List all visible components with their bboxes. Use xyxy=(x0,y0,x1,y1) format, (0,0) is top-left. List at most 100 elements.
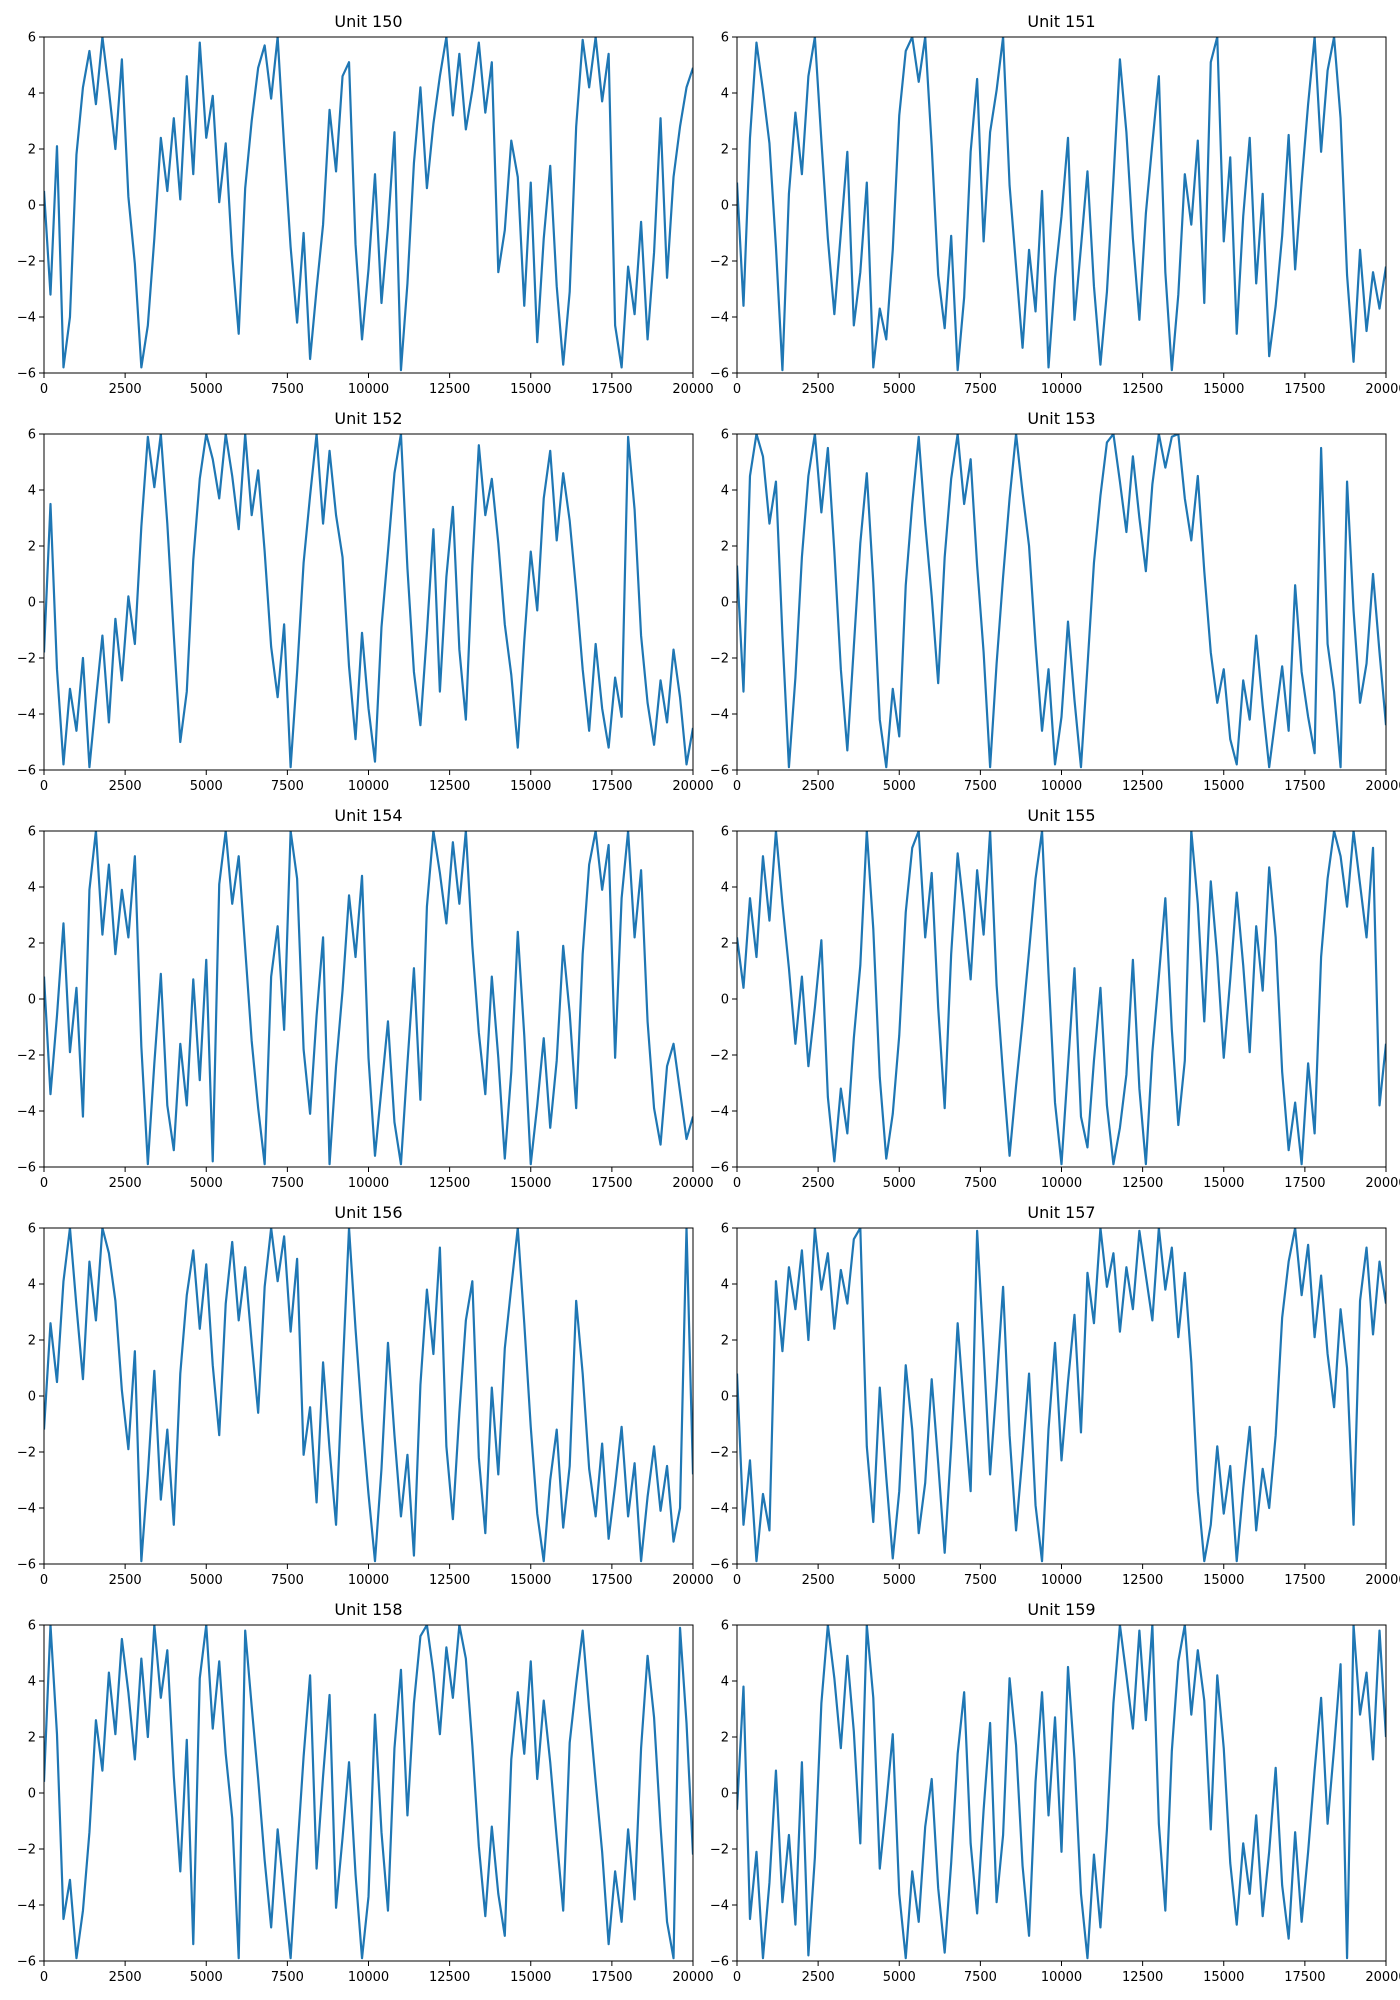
y-tick-label: 6 xyxy=(721,1619,729,1634)
y-tick-label: 6 xyxy=(721,428,729,443)
subplot-8: Unit 158 0 2500 5000 7500 10000 12500 15000 1750… xyxy=(17,1600,714,1985)
subplot-1: Unit 151 0 2500 5000 7500 10000 12500 15000 1750… xyxy=(710,12,1400,397)
y-tick-label: 4 xyxy=(28,87,36,102)
y-tick-label: 2 xyxy=(721,1731,729,1746)
y-tick-label: 4 xyxy=(28,484,36,499)
x-tick-label: 0 xyxy=(733,779,741,794)
y-tick-label: −6 xyxy=(17,764,36,779)
series-line xyxy=(44,434,693,769)
x-tick-label: 15000 xyxy=(510,779,551,794)
y-tick-label: −4 xyxy=(710,708,729,723)
y-tick-label: −6 xyxy=(710,1955,729,1970)
x-tick-label: 5000 xyxy=(883,1573,916,1588)
y-tick-label: −4 xyxy=(710,1899,729,1914)
y-tick-label: 0 xyxy=(721,596,729,611)
x-tick-label: 20000 xyxy=(1365,1176,1400,1191)
x-tick-label: 15000 xyxy=(1203,1573,1244,1588)
x-tick-label: 17500 xyxy=(591,1573,632,1588)
x-tick-label: 5000 xyxy=(190,382,223,397)
x-tick-label: 2500 xyxy=(109,1573,142,1588)
x-tick-label: 17500 xyxy=(591,1970,632,1985)
subplot-title: Unit 157 xyxy=(1027,1203,1095,1222)
x-tick-label: 10000 xyxy=(1041,382,1082,397)
subplot-0: Unit 150 0 2500 5000 7500 10000 12500 15000 1750… xyxy=(17,12,714,397)
y-tick-label: 0 xyxy=(28,993,36,1008)
y-tick-label: 6 xyxy=(28,825,36,840)
subplot-title: Unit 153 xyxy=(1027,409,1095,428)
y-tick-label: −4 xyxy=(17,311,36,326)
series-line xyxy=(44,831,693,1166)
series-line xyxy=(44,1625,693,1960)
x-tick-label: 5000 xyxy=(190,1970,223,1985)
x-tick-label: 20000 xyxy=(1365,779,1400,794)
subplot-9: Unit 159 0 2500 5000 7500 10000 12500 15000 1750… xyxy=(710,1600,1400,1985)
y-tick-label: 2 xyxy=(721,143,729,158)
y-tick-label: −4 xyxy=(710,1502,729,1517)
subplot-title: Unit 151 xyxy=(1027,12,1095,31)
subplot-title: Unit 155 xyxy=(1027,806,1095,825)
x-tick-label: 5000 xyxy=(883,382,916,397)
y-tick-label: −4 xyxy=(17,708,36,723)
y-tick-label: −6 xyxy=(17,1955,36,1970)
y-tick-label: −2 xyxy=(710,1843,729,1858)
x-tick-label: 5000 xyxy=(883,1176,916,1191)
y-tick-label: −6 xyxy=(710,1558,729,1573)
x-tick-label: 15000 xyxy=(510,382,551,397)
x-tick-label: 2500 xyxy=(109,1176,142,1191)
x-tick-label: 20000 xyxy=(672,1970,713,1985)
x-tick-label: 10000 xyxy=(348,1176,389,1191)
x-tick-label: 15000 xyxy=(510,1970,551,1985)
x-tick-label: 20000 xyxy=(672,382,713,397)
y-tick-label: −4 xyxy=(17,1899,36,1914)
x-tick-label: 2500 xyxy=(109,382,142,397)
x-tick-label: 7500 xyxy=(964,779,997,794)
x-tick-label: 12500 xyxy=(1122,1573,1163,1588)
x-tick-label: 2500 xyxy=(802,779,835,794)
x-tick-label: 2500 xyxy=(802,1176,835,1191)
x-tick-label: 15000 xyxy=(1203,382,1244,397)
y-tick-label: 4 xyxy=(721,881,729,896)
x-tick-label: 5000 xyxy=(883,779,916,794)
x-tick-label: 7500 xyxy=(964,1176,997,1191)
x-tick-label: 15000 xyxy=(1203,1176,1244,1191)
y-tick-label: −2 xyxy=(17,1843,36,1858)
y-tick-label: 4 xyxy=(28,881,36,896)
x-tick-label: 10000 xyxy=(348,382,389,397)
x-tick-label: 12500 xyxy=(429,1176,470,1191)
x-tick-label: 15000 xyxy=(1203,779,1244,794)
y-tick-label: 0 xyxy=(721,993,729,1008)
y-tick-label: 4 xyxy=(28,1675,36,1690)
y-tick-label: −6 xyxy=(710,367,729,382)
y-tick-label: 0 xyxy=(28,1787,36,1802)
y-tick-label: −2 xyxy=(17,1446,36,1461)
x-tick-label: 20000 xyxy=(1365,1970,1400,1985)
x-tick-label: 12500 xyxy=(1122,1176,1163,1191)
x-tick-label: 17500 xyxy=(1284,1176,1325,1191)
subplot-2: Unit 152 0 2500 5000 7500 10000 12500 15000 1750… xyxy=(17,409,714,794)
x-tick-label: 17500 xyxy=(591,382,632,397)
x-tick-label: 7500 xyxy=(271,382,304,397)
y-tick-label: 4 xyxy=(721,484,729,499)
y-tick-label: 0 xyxy=(28,199,36,214)
subplot-title: Unit 150 xyxy=(334,12,402,31)
x-tick-label: 12500 xyxy=(429,779,470,794)
y-tick-label: −6 xyxy=(710,764,729,779)
series-line xyxy=(44,1228,693,1563)
x-tick-label: 17500 xyxy=(1284,1970,1325,1985)
x-tick-label: 2500 xyxy=(109,779,142,794)
x-tick-label: 0 xyxy=(40,382,48,397)
y-tick-label: 0 xyxy=(28,1390,36,1405)
x-tick-label: 10000 xyxy=(1041,1176,1082,1191)
y-tick-label: 0 xyxy=(721,1390,729,1405)
x-tick-label: 12500 xyxy=(429,1573,470,1588)
y-tick-label: 6 xyxy=(721,1222,729,1237)
y-tick-label: −2 xyxy=(710,1049,729,1064)
y-tick-label: −2 xyxy=(710,255,729,270)
y-tick-label: 0 xyxy=(721,199,729,214)
x-tick-label: 7500 xyxy=(271,1573,304,1588)
x-tick-label: 0 xyxy=(733,1970,741,1985)
y-tick-label: 6 xyxy=(28,31,36,46)
y-tick-label: −6 xyxy=(17,367,36,382)
